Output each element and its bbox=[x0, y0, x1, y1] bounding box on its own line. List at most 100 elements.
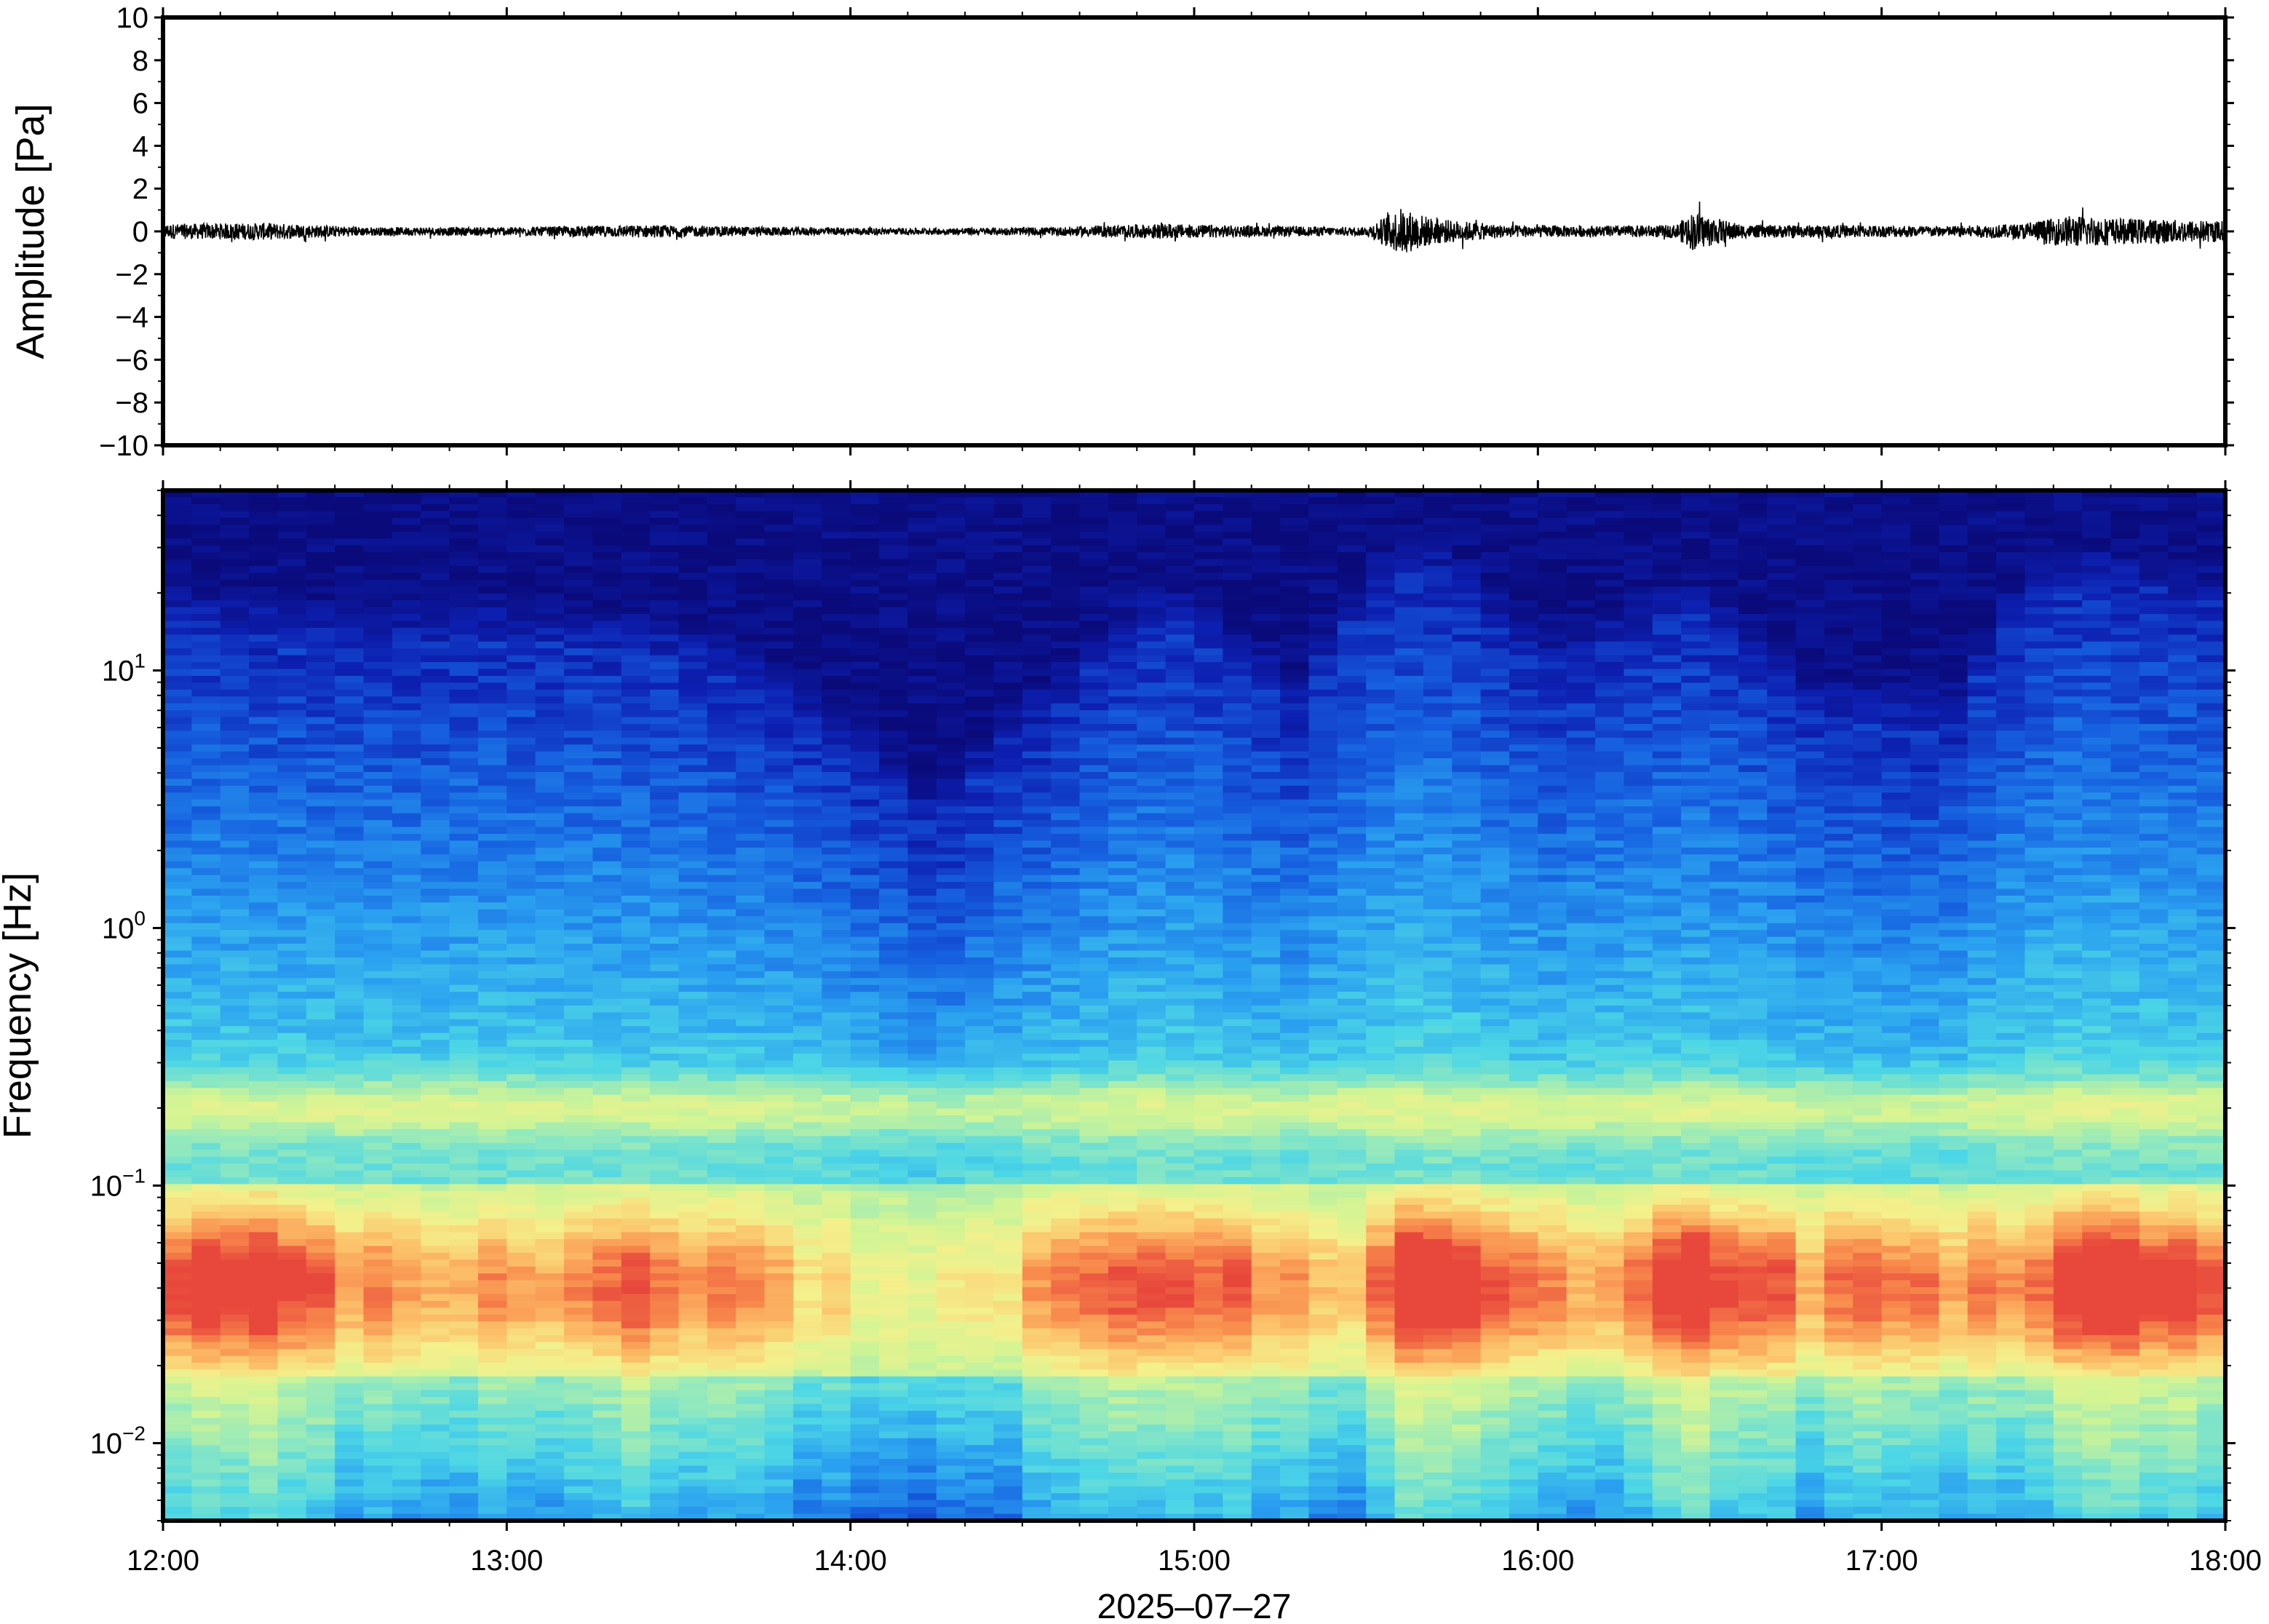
spectrogram-cell bbox=[592, 1067, 622, 1075]
spectrogram-cell bbox=[277, 538, 307, 546]
spectrogram-cell bbox=[850, 1177, 880, 1185]
spectrogram-cell bbox=[822, 1211, 851, 1219]
spectrogram-cell bbox=[306, 1067, 335, 1075]
spectrogram-cell bbox=[965, 1150, 995, 1158]
spectrogram-cell bbox=[850, 1342, 880, 1350]
spectrogram-cell bbox=[1051, 1486, 1081, 1494]
spectrogram-cell bbox=[822, 1046, 851, 1054]
spectrogram-cell bbox=[907, 1328, 937, 1336]
spectrogram-cell bbox=[707, 1040, 736, 1048]
spectrogram-cell bbox=[764, 1300, 794, 1308]
spectrogram-cell bbox=[965, 992, 995, 1000]
spectrogram-cell bbox=[907, 1259, 937, 1267]
spectrogram-cell bbox=[1079, 827, 1109, 835]
spectrogram-cell bbox=[564, 1307, 594, 1315]
spectrogram-cell bbox=[392, 895, 421, 903]
spectrogram-cell bbox=[363, 1452, 393, 1460]
spectrogram-cell bbox=[363, 751, 393, 759]
spectrogram-cell bbox=[1051, 1067, 1081, 1075]
spectrogram-cell bbox=[363, 1500, 393, 1508]
spectrogram-cell bbox=[965, 840, 995, 848]
spectrogram-cell bbox=[736, 1314, 766, 1322]
spectrogram-cell bbox=[421, 1459, 450, 1467]
spectrogram-cell bbox=[592, 1486, 622, 1494]
spectrogram-cell bbox=[879, 861, 908, 869]
spectrogram-cell bbox=[363, 696, 393, 704]
spectrogram-cell bbox=[736, 559, 766, 567]
spectrogram-cell bbox=[993, 579, 1023, 587]
spectrogram-cell bbox=[163, 978, 192, 986]
spectrogram-cell bbox=[277, 1507, 307, 1515]
spectrogram-cell bbox=[220, 1438, 250, 1446]
spectrogram-cell bbox=[421, 765, 450, 773]
spectrogram-cell bbox=[822, 772, 851, 780]
spectrogram-cell bbox=[506, 1459, 536, 1467]
spectrogram-cell bbox=[792, 586, 822, 594]
spectrogram-cell bbox=[822, 984, 851, 992]
spectrogram-cell bbox=[792, 1012, 822, 1020]
spectrogram-cell bbox=[363, 758, 393, 766]
spectrogram-cell bbox=[621, 531, 651, 539]
spectrogram-cell bbox=[592, 565, 622, 573]
spectrogram-cell bbox=[277, 613, 307, 621]
spectrogram-cell bbox=[421, 545, 450, 553]
spectrogram-cell bbox=[621, 1074, 651, 1082]
spectrogram-cell bbox=[477, 834, 507, 842]
spectrogram-cell bbox=[965, 1342, 995, 1350]
spectrogram-cell bbox=[936, 1486, 966, 1494]
spectrogram-cell bbox=[535, 1294, 565, 1302]
spectrogram-cell bbox=[650, 1150, 680, 1158]
spectrogram-cell bbox=[792, 607, 822, 615]
spectrogram-cell bbox=[191, 840, 221, 848]
spectrogram-cell bbox=[1051, 1314, 1081, 1322]
spectrogram-cell bbox=[707, 1376, 736, 1384]
spectrogram-cell bbox=[850, 765, 880, 773]
waveform-y-tick-label: 8 bbox=[132, 45, 148, 77]
spectrogram-cell bbox=[506, 1280, 536, 1288]
spectrogram-cell bbox=[249, 737, 279, 745]
spectrogram-cell bbox=[736, 675, 766, 683]
spectrogram-cell bbox=[506, 1012, 536, 1020]
spectrogram-cell bbox=[993, 1369, 1023, 1377]
spectrogram-cell bbox=[621, 854, 651, 862]
spectrogram-cell bbox=[1051, 1088, 1081, 1096]
spectrogram-heatmap bbox=[163, 490, 2225, 1521]
spectrogram-cell bbox=[621, 1404, 651, 1412]
spectrogram-cell bbox=[736, 875, 766, 883]
spectrogram-cell bbox=[907, 1507, 937, 1515]
spectrogram-cell bbox=[879, 1383, 908, 1391]
spectrogram-cell bbox=[1022, 1142, 1052, 1150]
spectrogram-cell bbox=[965, 1321, 995, 1329]
spectrogram-cell bbox=[191, 1088, 221, 1096]
spectrogram-cell bbox=[506, 1122, 536, 1130]
spectrogram-cell bbox=[621, 1493, 651, 1501]
spectrogram-cell bbox=[306, 971, 335, 979]
spectrogram-cell bbox=[736, 902, 766, 910]
spectrogram-cell bbox=[277, 1397, 307, 1405]
spectrogram-cell bbox=[650, 1040, 680, 1048]
spectrogram-cell bbox=[392, 600, 421, 608]
spectrogram-cell bbox=[907, 503, 937, 512]
spectrogram-cell bbox=[965, 1232, 995, 1240]
spectrogram-cell bbox=[506, 627, 536, 635]
spectrogram-cell bbox=[822, 765, 851, 773]
spectrogram-cell bbox=[1051, 1472, 1081, 1480]
spectrogram-cell bbox=[277, 909, 307, 917]
spectrogram-cell bbox=[392, 1060, 421, 1068]
spectrogram-cell bbox=[678, 655, 708, 663]
spectrogram-cell bbox=[220, 703, 250, 711]
spectrogram-cell bbox=[1051, 772, 1081, 780]
spectrogram-cell bbox=[506, 1150, 536, 1158]
spectrogram-cell bbox=[879, 1088, 908, 1096]
spectrogram-cell bbox=[792, 785, 822, 793]
spectrogram-cell bbox=[1079, 868, 1109, 876]
spectrogram-cell bbox=[850, 1328, 880, 1336]
spectrogram-cell bbox=[564, 511, 594, 519]
spectrogram-cell bbox=[449, 682, 479, 690]
spectrogram-cell bbox=[363, 593, 393, 601]
spectrogram-cell bbox=[764, 1376, 794, 1384]
spectrogram-cell bbox=[363, 834, 393, 842]
spectrogram-cell bbox=[477, 930, 507, 938]
spectrogram-cell bbox=[792, 861, 822, 869]
spectrogram-cell bbox=[1079, 737, 1109, 745]
